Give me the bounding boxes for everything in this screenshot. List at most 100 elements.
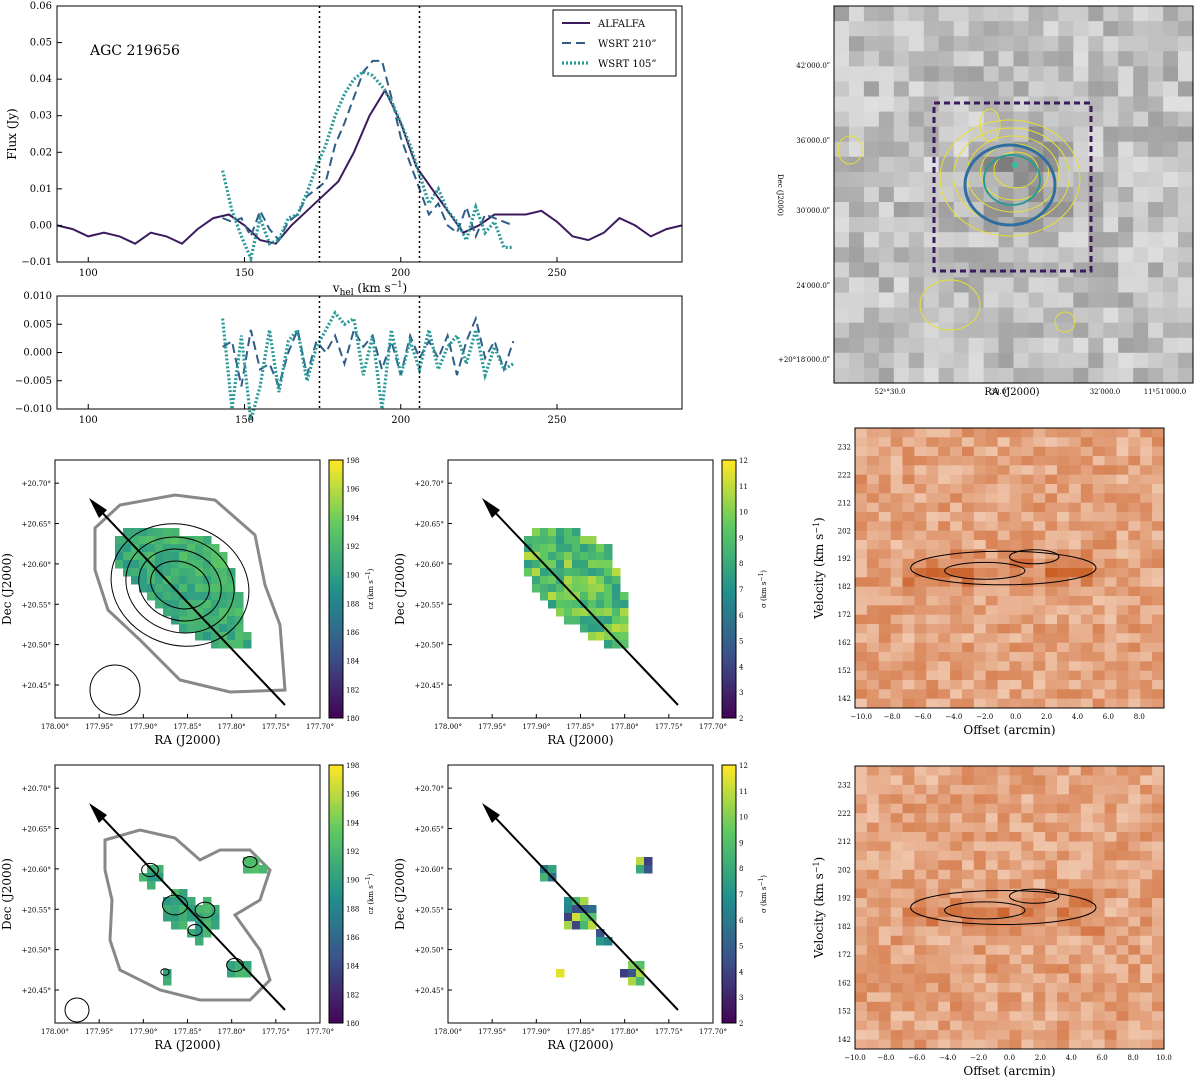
pv-105-pixel [1104, 784, 1117, 795]
mom2-210-pixel [612, 576, 621, 585]
mom2-105-xtick-label-0: 178.00° [434, 1028, 462, 1036]
optical-pixel [1163, 141, 1179, 158]
pv-210-pixel [926, 437, 939, 448]
pv-105-pixel [938, 784, 951, 795]
pv-210-pixel [1080, 652, 1094, 662]
pv-105-pixel [985, 935, 999, 946]
pv-105-pixel [1033, 775, 1046, 786]
pv-210-pixel [985, 689, 999, 700]
optical-pixel [849, 337, 865, 354]
mom1-210-colorbar-step [329, 586, 343, 590]
mom2-105-colorbar-step [722, 846, 736, 850]
pv-105-pixel [938, 869, 951, 880]
pv-210-pixel [890, 568, 904, 578]
pv-105-pixel [1104, 973, 1117, 984]
pv-210-xtick-label-6: 2.0 [1041, 713, 1052, 721]
pv-210-pixel [973, 474, 987, 485]
mom2-210-colorbar-step [722, 595, 736, 599]
pv-105-pixel [914, 869, 927, 880]
pv-210-pixel [1092, 456, 1106, 466]
mom1-105-colorbar-tick-2: 184 [346, 963, 360, 971]
optical-pixel [983, 277, 1000, 294]
pv-210-pixel [1057, 428, 1070, 438]
pv-210-pixel [878, 586, 892, 597]
mom1-105-colorbar-step [329, 957, 343, 961]
pv-210-pixel [1128, 614, 1141, 625]
optical-pixel [1058, 277, 1074, 294]
optical-pixel [893, 111, 910, 128]
mom2-210-colorbar-step [722, 547, 736, 551]
pv-210-pixel [878, 652, 892, 662]
optical-pixel [1058, 36, 1074, 52]
pv-210-pixel [1140, 614, 1153, 625]
pv-210-pixel [1009, 540, 1022, 550]
pv-105-pixel [1128, 1020, 1141, 1031]
pv-105-pixel [997, 869, 1010, 880]
pv-210-pixel [1080, 568, 1094, 578]
mom2-210-colorbar-step [722, 460, 736, 464]
optical-pixel [923, 141, 940, 158]
optical-pixel [1013, 126, 1030, 143]
mom1-210-pixel [219, 568, 228, 577]
optical-pixel [1103, 247, 1119, 263]
mom1-210-colorbar-step [329, 676, 343, 680]
mom1-210-pixel [163, 552, 172, 561]
mom1-105-contour-2 [194, 901, 216, 919]
pv-105-pixel [1128, 794, 1141, 805]
pv-210-pixel [890, 484, 904, 494]
pv-105-pixel [1152, 1001, 1165, 1012]
pv-105-pixel [973, 898, 987, 909]
mom1-105-colorbar-step [329, 990, 343, 994]
optical-pixel [998, 232, 1015, 248]
mom1-105-colorbar-step [329, 792, 343, 796]
optical-pixel [1148, 21, 1164, 37]
pv-105-pixel [1045, 973, 1058, 984]
pv-105-pixel [1140, 935, 1153, 946]
pv-210-pixel [973, 689, 987, 700]
mom2-210-pixel [532, 568, 541, 577]
pv-105-pixel [855, 841, 868, 852]
pv-105-pixel [866, 916, 880, 927]
optical-pixel [1058, 202, 1074, 218]
mom1-210-pixel [195, 624, 204, 633]
pv-210-pixel [1033, 456, 1046, 466]
mom2-210-axis-line [487, 504, 679, 706]
pv-105-pixel [926, 803, 939, 814]
optical-pixel [1118, 367, 1134, 384]
mom1-210-pixel [195, 592, 204, 601]
pv-210-pixel [1021, 698, 1034, 709]
pv-210-pixel [1045, 474, 1058, 485]
mom2-210-pixel [564, 568, 573, 577]
mom1-210-pixel [147, 576, 156, 585]
pv-105-pixel [902, 869, 915, 880]
optical-pixel [1088, 292, 1104, 309]
pv-105-pixel [926, 964, 939, 975]
pv-105-pixel [938, 926, 951, 937]
pv-105-pixel [878, 784, 892, 795]
pv-105-pixel [855, 822, 868, 833]
pv-210-pixel [914, 484, 927, 494]
pv-210-pixel [1021, 530, 1034, 541]
pv-210-pixel [926, 586, 939, 597]
pv-105-pixel [1068, 841, 1082, 852]
pv-105-pixel [914, 1011, 927, 1022]
optical-pixel [998, 171, 1015, 188]
pv-210-pixel [914, 624, 927, 634]
pv-105-pixel [890, 907, 904, 918]
mom1-210-pixel [203, 600, 212, 609]
mom2-105-colorbar-step [722, 774, 736, 778]
pv-105-pixel [950, 964, 963, 975]
pv-210-pixel [1057, 680, 1070, 690]
mom1-210-pixel [139, 584, 148, 593]
pv-210-pixel [1045, 633, 1058, 644]
mom2-105-ytick-label-4: +20.65° [415, 826, 444, 834]
mom1-210-colorbar-step [329, 634, 343, 638]
mom2-210-xtick-label-1: 177.95° [478, 723, 506, 731]
optical-ytick-label-1: 36′000.0ʺ [796, 137, 830, 145]
mom1-210-xlabel: RA (J2000) [154, 733, 220, 747]
pv-105-pixel [878, 850, 892, 861]
pv-105-pixel [962, 983, 975, 993]
pv-105-pixel [1092, 822, 1106, 833]
mom1-210-pixel [179, 584, 188, 593]
mom1-210-pixel [211, 584, 220, 593]
